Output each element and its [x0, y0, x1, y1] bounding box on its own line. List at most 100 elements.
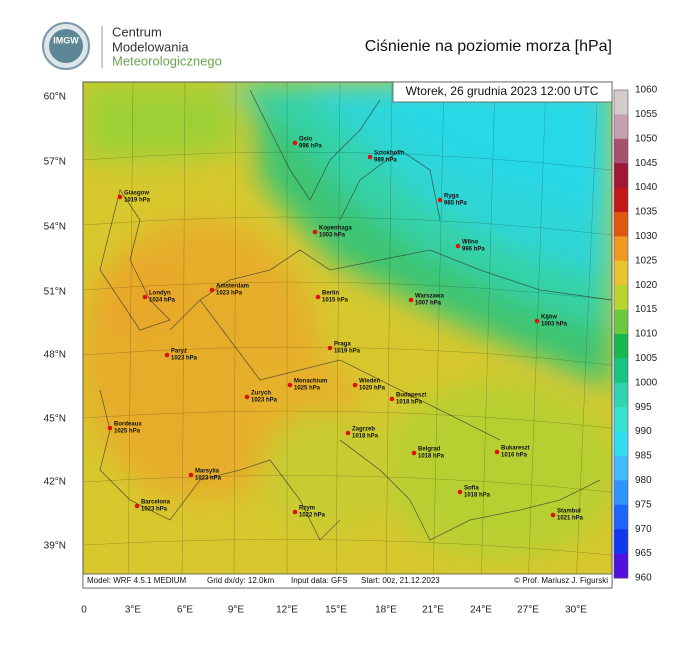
city-dot: [287, 382, 293, 388]
city-dot: [437, 197, 443, 203]
city-pressure: 1025 hPa: [294, 386, 321, 392]
city-dot: [107, 425, 113, 431]
footer-grid: Grid dx/dy: 12.0km: [207, 576, 274, 585]
colorbar-label: 1030: [635, 231, 658, 242]
city-pressure: 989 hPa: [374, 158, 397, 164]
colorbar-band: [614, 114, 628, 140]
city-pressure: 1019 hPa: [334, 349, 361, 355]
footer-credit: © Prof. Mariusz J. Figurski: [514, 576, 608, 585]
colorbar-label: 980: [635, 475, 652, 486]
lon-label: 15°E: [325, 605, 347, 616]
colorbar-band: [614, 553, 628, 579]
lat-label: 42°N: [44, 477, 66, 488]
colorbar-band: [614, 382, 628, 408]
city-name: Berlin: [322, 291, 339, 297]
city-dot: [411, 450, 417, 456]
city-pressure: 1016 hPa: [501, 453, 528, 459]
colorbar-frame: [613, 89, 629, 579]
city-pressure: 1018 hPa: [352, 434, 379, 440]
city-pressure: 1020 hPa: [359, 386, 386, 392]
colorbar-label: 985: [635, 451, 652, 462]
colorbar-band: [614, 90, 628, 115]
colorbar-label: 1060: [635, 85, 658, 96]
footer-start: Start: 00z, 21.12.2023: [361, 576, 440, 585]
colorbar-label: 1005: [635, 353, 658, 364]
city-pressure: 1023 hPa: [251, 398, 278, 404]
org-line: Modelowania: [112, 39, 189, 54]
city-dot: [550, 512, 556, 518]
city-pressure: 1018 hPa: [464, 493, 491, 499]
colorbar-band: [614, 212, 628, 237]
city-dot: [292, 509, 298, 515]
city-dot: [164, 352, 170, 358]
city-name: Praga: [334, 342, 351, 348]
colorbar-label: 995: [635, 402, 652, 413]
colorbar-label: 965: [635, 548, 652, 559]
city-dot: [494, 449, 500, 455]
city-pressure: 1019 hPa: [124, 198, 151, 204]
city-dot: [367, 154, 373, 160]
city-dot: [455, 243, 461, 249]
lat-label: 54°N: [44, 222, 66, 233]
city-name: Londyn: [149, 291, 171, 297]
city-dot: [188, 472, 194, 478]
city-dot: [315, 294, 321, 300]
city-pressure: 1003 hPa: [541, 322, 568, 328]
colorbar-label: 960: [635, 573, 652, 584]
city-pressure: 985 hPa: [444, 201, 467, 207]
lat-label: 39°N: [44, 541, 66, 552]
city-pressure: 1018 hPa: [418, 454, 445, 460]
city-dot: [327, 345, 333, 351]
lon-label: 30°E: [565, 605, 587, 616]
city-pressure: 1023 hPa: [216, 291, 243, 297]
city-dot: [457, 489, 463, 495]
city-name: Belgrad: [418, 447, 441, 453]
city-name: Wiedeń: [359, 379, 381, 385]
lon-label: 12°E: [276, 605, 298, 616]
colorbar-band: [614, 334, 628, 359]
colorbar-label: 970: [635, 524, 652, 535]
colorbar-label: 1020: [635, 280, 658, 291]
valid-time: Wtorek, 26 grudnia 2023 12:00 UTC: [406, 84, 599, 98]
city-name: Kopenhaga: [319, 226, 352, 232]
footer-input: Input data: GFS: [291, 576, 347, 585]
colorbar-label: 1025: [635, 255, 658, 266]
city-dot: [292, 140, 298, 146]
city-name: Sztokholm: [374, 151, 404, 157]
city-pressure: 1023 hPa: [195, 476, 222, 482]
colorbar-label: 1050: [635, 133, 658, 144]
city-pressure: 1023 hPa: [141, 507, 168, 513]
city-name: Oslo: [299, 137, 313, 143]
city-dot: [142, 294, 148, 300]
colorbar-band: [614, 480, 628, 506]
lon-label: 18°E: [375, 605, 397, 616]
city-pressure: 996 hPa: [462, 247, 485, 253]
city-pressure: 1015 hPa: [322, 298, 349, 304]
lat-label: 57°N: [44, 157, 66, 168]
colorbar-band: [614, 138, 628, 164]
colorbar-band: [614, 309, 628, 335]
colorbar-band: [614, 504, 628, 530]
lon-label: 6°E: [177, 605, 194, 616]
colorbar-label: 975: [635, 499, 652, 510]
colorbar-label: 1055: [635, 109, 658, 120]
city-pressure: 1018 hPa: [396, 400, 423, 406]
city-dot: [244, 394, 250, 400]
